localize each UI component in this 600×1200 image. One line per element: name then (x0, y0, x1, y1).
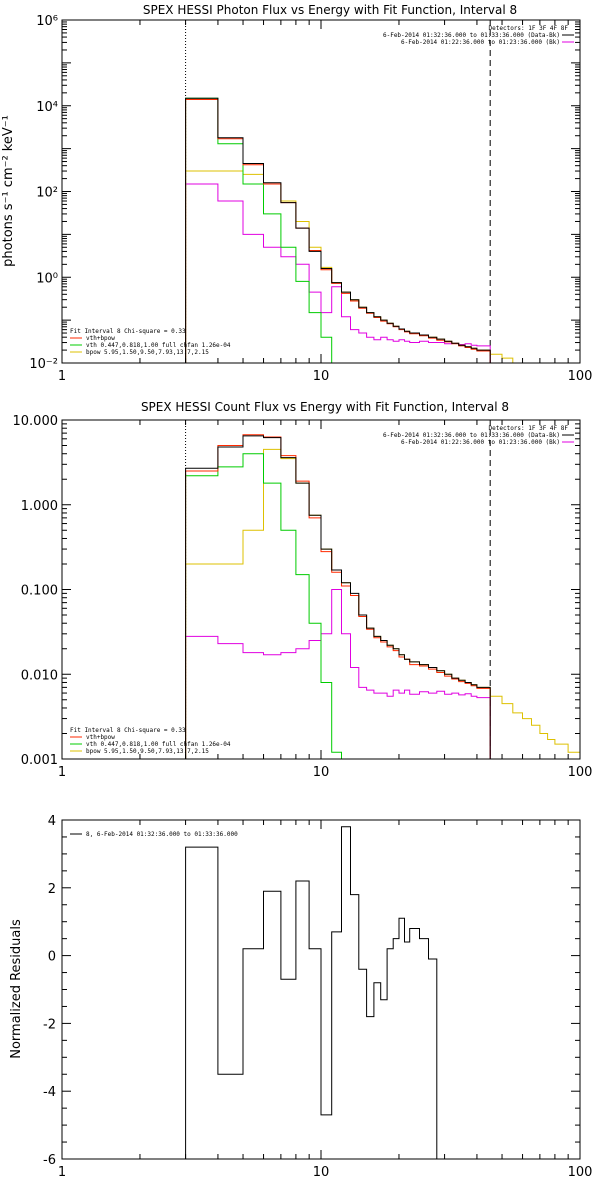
y-tick-label: 1.000 (21, 499, 58, 514)
y-tick-label: 0 (48, 950, 56, 965)
count-flux-title: SPEX HESSI Count Flux vs Energy with Fit… (141, 400, 509, 414)
x-tick-label: 100 (568, 765, 593, 780)
y-tick-label: 10.000 (13, 414, 59, 429)
residuals-panel: 1 10 100 -6 -4 -2 0 2 4 Normalized Residuals 8, … (9, 814, 592, 1180)
y-tick-label: 10² (36, 186, 58, 201)
legend-entry-model: vth+bpow (86, 335, 115, 342)
fit-summary-label: Fit Interval 8 Chi-square = 0.33 (70, 727, 186, 734)
legend-entry-bpow: bpow 5.95,1.50,9.50,7.93,13.7,2.15 (86, 349, 209, 356)
data-interval-label: 6-Feb-2014 01:32:36.000 to 01:33:36.000 … (383, 32, 560, 39)
y-tick-label: -6 (43, 1153, 56, 1168)
photon-flux-title: SPEX HESSI Photon Flux vs Energy with Fi… (143, 3, 517, 17)
photon-flux-series (185, 20, 555, 363)
fit-summary-label: Fit Interval 8 Chi-square = 0.33 (70, 328, 186, 335)
x-tick-label: 10 (313, 1165, 330, 1180)
x-tick-label: 100 (568, 1165, 593, 1180)
photon-flux-ylabel: photons s⁻¹ cm⁻² keV⁻¹ (1, 115, 16, 267)
x-tick-label: 1 (58, 369, 66, 384)
photon-flux-panel: SPEX HESSI Photon Flux vs Energy with Fi… (1, 3, 592, 384)
series-total-line (185, 97, 491, 363)
residuals-ylabel: Normalized Residuals (9, 919, 24, 1059)
y-tick-label: -2 (43, 1017, 56, 1032)
count-flux-header: Detectors: 1F 3F 4F 8F 6-Feb-2014 01:32:… (383, 425, 574, 446)
series-background-line (185, 183, 491, 363)
series-model-line (185, 434, 491, 759)
y-tick-label: 4 (48, 814, 56, 829)
x-tick-label: 1 (58, 765, 66, 780)
detectors-label: Detectors: 1F 3F 4F 8F (489, 425, 569, 432)
x-tick-label: 100 (568, 369, 593, 384)
y-tick-label: -4 (43, 1085, 56, 1100)
series-vth-line (185, 453, 342, 759)
count-flux-series (185, 420, 580, 759)
y-tick-label: 10⁰ (36, 271, 58, 286)
residuals-series (185, 826, 438, 1159)
series-vth-line (185, 97, 342, 363)
data-interval-label: 6-Feb-2014 01:32:36.000 to 01:33:36.000 … (383, 432, 560, 439)
x-tick-label: 1 (58, 1165, 66, 1180)
y-tick-label: 2 (48, 882, 56, 897)
legend-entry-residuals: 8, 6-Feb-2014 01:32:36.000 to 01:33:36.0… (86, 831, 238, 838)
y-tick-label: 0.010 (21, 668, 58, 683)
photon-flux-legend: Fit Interval 8 Chi-square = 0.33 vth+bpo… (70, 328, 231, 356)
detectors-label: Detectors: 1F 3F 4F 8F (489, 25, 569, 32)
count-flux-panel: SPEX HESSI Count Flux vs Energy with Fit… (13, 400, 593, 780)
count-flux-plot-frame (61, 419, 581, 760)
photon-flux-header: Detectors: 1F 3F 4F 8F 6-Feb-2014 01:32:… (383, 25, 574, 46)
legend-entry-model: vth+bpow (86, 734, 115, 741)
series-total-line (185, 826, 438, 1159)
series-model-line (185, 99, 491, 363)
series-bpow-line (185, 448, 580, 759)
background-interval-label: 6-Feb-2014 01:22:36.000 to 01:23:36.000 … (401, 39, 560, 46)
photon-flux-ticks: 1 10 100 10⁻² 10⁰ 10² 10⁴ 10⁶ (29, 14, 592, 384)
x-tick-label: 10 (313, 369, 330, 384)
count-flux-legend: Fit Interval 8 Chi-square = 0.33 vth+bpo… (70, 727, 231, 755)
legend-entry-vth: vth 0.447,0.818,1.00 full chfan 1.26e-04 (86, 741, 231, 748)
y-tick-label: 10⁻² (29, 357, 58, 372)
series-bpow-line (185, 170, 555, 363)
x-tick-label: 10 (313, 765, 330, 780)
series-background-line (185, 589, 491, 759)
residuals-ticks: 1 10 100 -6 -4 -2 0 2 4 (43, 814, 592, 1180)
y-tick-label: 0.100 (21, 584, 58, 599)
legend-entry-bpow: bpow 5.95,1.50,9.50,7.93,13.7,2.15 (86, 748, 209, 755)
legend-entry-vth: vth 0.447,0.818,1.00 full chfan 1.26e-04 (86, 342, 231, 349)
residuals-legend: 8, 6-Feb-2014 01:32:36.000 to 01:33:36.0… (70, 831, 238, 838)
background-interval-label: 6-Feb-2014 01:22:36.000 to 01:23:36.000 … (401, 439, 560, 446)
count-flux-ticks: 1 10 100 0.001 0.010 0.100 1.000 10.000 (13, 414, 593, 780)
y-tick-label: 10⁶ (36, 14, 58, 29)
y-tick-label: 0.001 (21, 753, 58, 768)
series-total-line (185, 435, 491, 759)
y-tick-label: 10⁴ (36, 100, 58, 115)
